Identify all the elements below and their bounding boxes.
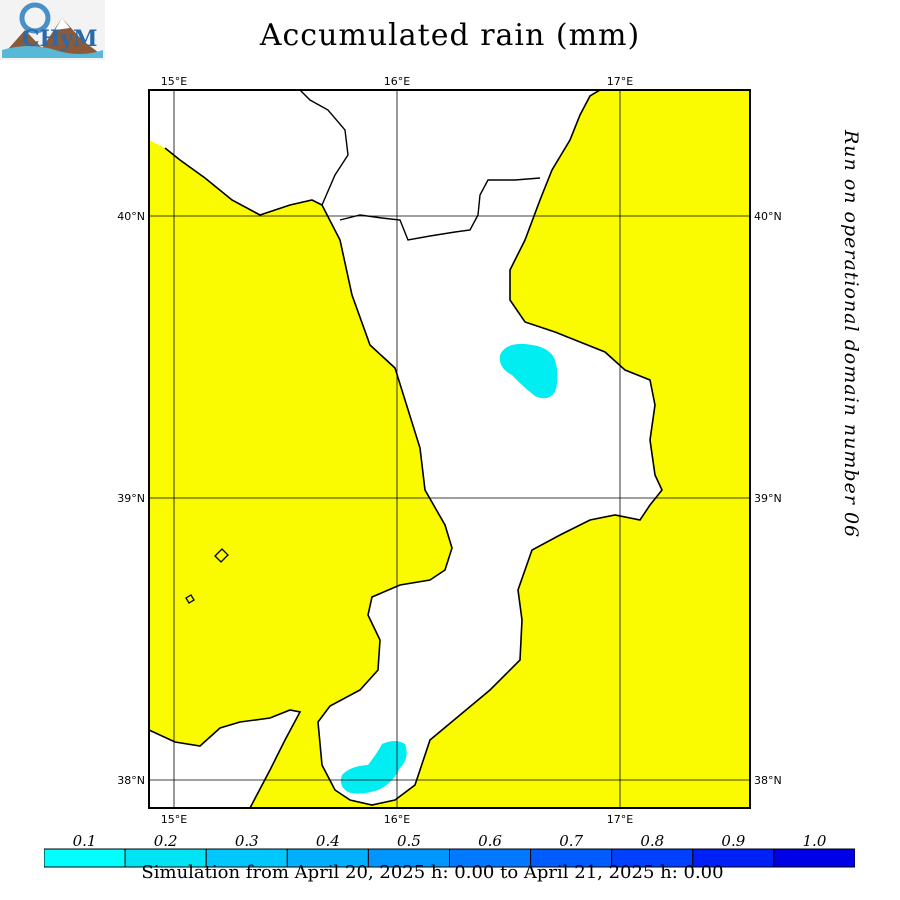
legend-label: 0.5 xyxy=(397,832,421,850)
lon-tick-top: 15°E xyxy=(161,75,187,88)
legend-label: 0.2 xyxy=(153,832,178,850)
coastline-north xyxy=(164,147,323,216)
rain-patch-south xyxy=(340,741,407,794)
lon-tick-top: 17°E xyxy=(607,75,633,88)
regional-border xyxy=(299,90,541,241)
lat-tick-left: 40°N xyxy=(117,210,145,223)
rain-patch-north xyxy=(499,343,558,399)
legend-swatch xyxy=(773,848,855,868)
lat-tick-left: 38°N xyxy=(117,774,145,787)
map-title: Accumulated rain (mm) xyxy=(259,18,641,53)
lat-tick-left: 39°N xyxy=(117,492,145,505)
legend-label: 0.6 xyxy=(478,832,502,850)
chym-logo: CHyM xyxy=(0,0,105,60)
lon-tick-bottom: 17°E xyxy=(607,813,633,826)
lat-tick-right: 39°N xyxy=(754,492,782,505)
lon-tick-bottom: 15°E xyxy=(161,813,187,826)
aeolian-island-small xyxy=(185,594,195,604)
lat-tick-right: 40°N xyxy=(754,210,782,223)
logo-text: CHyM xyxy=(22,26,97,52)
legend-label: 1.0 xyxy=(802,832,827,850)
rain-map: 15°E 16°E 17°E 15°E 16°E 17°E 40°N 39°N … xyxy=(117,75,782,826)
lon-tick-top: 16°E xyxy=(384,75,410,88)
coastline xyxy=(317,90,663,806)
legend-label: 0.1 xyxy=(72,832,97,850)
legend-label: 0.7 xyxy=(559,832,584,850)
lon-tick-bottom: 16°E xyxy=(384,813,410,826)
legend-label: 0.3 xyxy=(234,832,259,850)
legend-label: 0.4 xyxy=(315,832,340,850)
aeolian-island xyxy=(214,548,229,563)
lat-tick-right: 38°N xyxy=(754,774,782,787)
coastline-sicily xyxy=(149,709,302,808)
rain-legend xyxy=(44,848,855,868)
legend-label: 0.8 xyxy=(640,832,665,850)
graticule xyxy=(149,90,750,808)
map-frame xyxy=(148,89,751,809)
simulation-period: Simulation from April 20, 2025 h: 0.00 t… xyxy=(141,862,724,883)
legend-label: 0.9 xyxy=(721,832,746,850)
